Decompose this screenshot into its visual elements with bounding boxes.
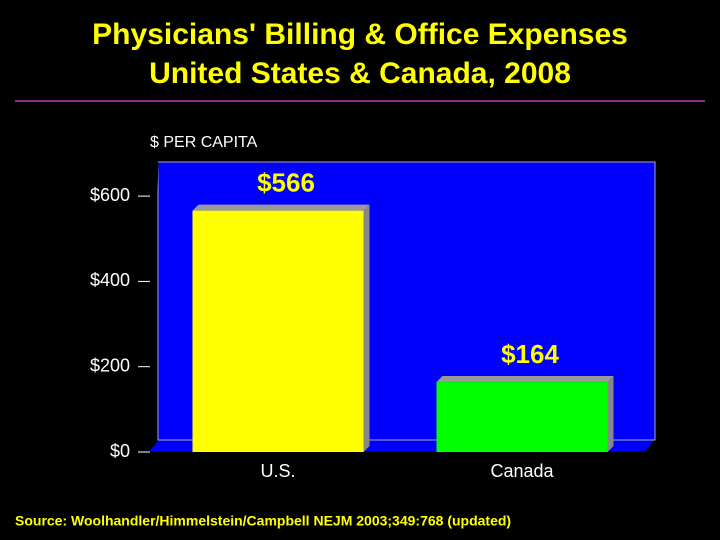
y-tick-label: $0 [110,441,130,461]
bar-top [436,376,614,383]
y-axis-label: $ PER CAPITA [150,134,258,151]
bar [192,210,364,452]
x-tick-label: U.S. [260,461,295,481]
chart-title: Physicians' Billing & Office Expenses [92,18,628,51]
source: Source: Woolhandler/Himmelstein/Campbell… [15,513,511,529]
value-label: $164 [501,339,559,369]
value-label: $566 [257,167,315,197]
bar-side [607,376,614,452]
bar [436,382,608,452]
y-tick-label: $400 [90,270,130,290]
y-tick-label: $200 [90,355,130,375]
bar-side [363,204,370,452]
x-tick-label: Canada [490,461,554,481]
bar-top [192,204,370,211]
chart-subtitle: United States & Canada, 2008 [149,57,571,90]
plot-left-edge [147,161,159,453]
y-tick-label: $600 [90,185,130,205]
